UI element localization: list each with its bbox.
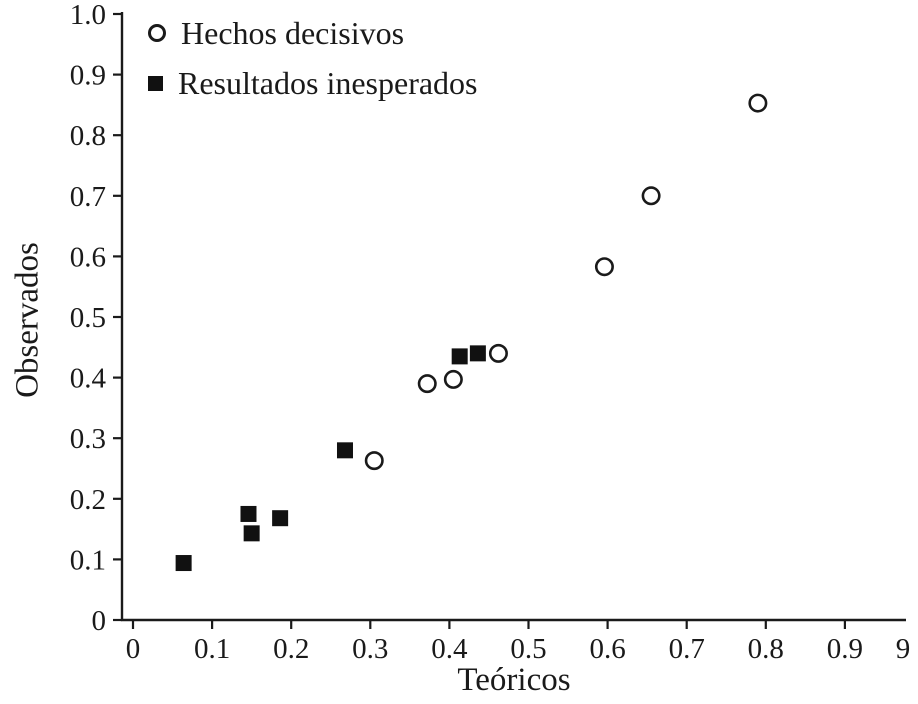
y-tick-label: 0.9: [70, 60, 106, 92]
y-tick-label: 0: [92, 605, 107, 637]
data-point-square: [272, 510, 289, 527]
data-point-circle: [594, 257, 614, 277]
y-tick-label: 0.1: [70, 544, 106, 576]
data-point-square: [243, 525, 260, 542]
data-point-square: [469, 345, 486, 362]
x-axis-title: Teóricos: [457, 662, 571, 698]
x-tick-label: 0.5: [510, 633, 546, 665]
y-tick-label: 1.0: [70, 0, 106, 31]
legend-item-hechos-decisivos: Hechos decisivos: [148, 14, 478, 52]
legend-item-resultados-inesperados: Resultados inesperados: [148, 64, 478, 102]
x-tick-label: 0.3: [352, 633, 388, 665]
open-circle-marker-icon: [148, 24, 166, 43]
y-tick-label: 0.6: [70, 241, 106, 273]
data-point-square: [240, 505, 257, 522]
legend: Hechos decisivos Resultados inesperados: [148, 14, 478, 103]
y-tick-label: 0.2: [70, 484, 106, 516]
data-point-circle: [641, 186, 661, 206]
x-tick-label-partial: 9: [896, 633, 911, 665]
data-point-circle: [748, 93, 768, 113]
data-point-square: [175, 555, 192, 572]
data-point-circle: [417, 374, 437, 394]
data-point-square: [451, 348, 468, 365]
x-tick-label: 0.2: [273, 633, 309, 665]
x-tick-label: 0.9: [827, 633, 863, 665]
y-tick-label: 0.8: [70, 120, 106, 152]
data-point-circle: [488, 343, 508, 363]
y-tick-label: 0.3: [70, 423, 106, 455]
x-tick-label: 0.8: [748, 633, 784, 665]
y-tick-label: 0.7: [70, 181, 106, 213]
data-point-square: [336, 442, 353, 459]
legend-label: Hechos decisivos: [181, 15, 405, 51]
x-tick-label: 0.4: [431, 633, 468, 665]
y-tick-label: 0.4: [70, 363, 107, 395]
x-tick-label: 0.7: [669, 633, 705, 665]
legend-label: Resultados inesperados: [178, 65, 478, 102]
x-tick-label: 0.6: [589, 633, 625, 665]
data-point-circle: [364, 451, 384, 471]
filled-square-marker-icon: [148, 76, 163, 92]
axis-lines: [120, 12, 906, 622]
x-tick-label: 0.1: [194, 633, 230, 665]
y-axis-title: Observados: [9, 242, 46, 398]
x-tick-label: 0: [126, 633, 141, 665]
y-tick-label: 0.5: [70, 302, 106, 334]
data-point-circle: [443, 369, 463, 389]
